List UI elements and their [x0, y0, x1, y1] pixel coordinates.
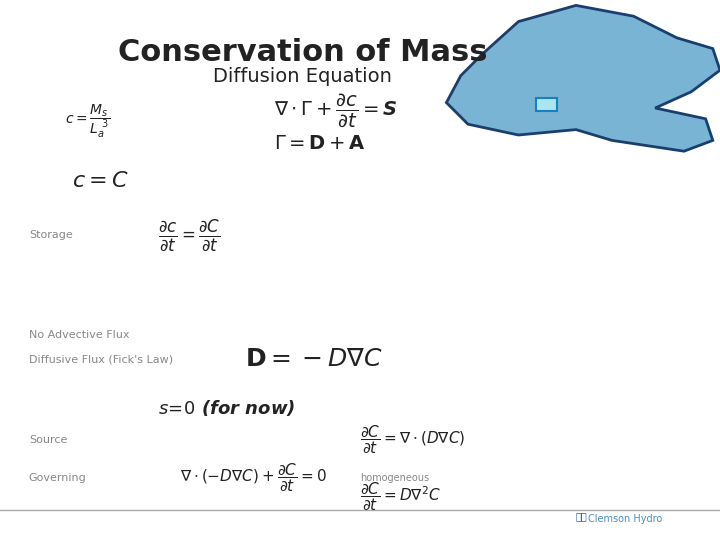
Text: Diffusive Flux (Fick's Law): Diffusive Flux (Fick's Law): [29, 354, 173, 364]
Text: $c = \dfrac{M_s}{L_a^{\ 3}}$: $c = \dfrac{M_s}{L_a^{\ 3}}$: [65, 103, 110, 140]
Text: Diffusion Equation: Diffusion Equation: [213, 68, 392, 86]
Text: $\Gamma = \mathbf{D} + \mathbf{A}$: $\Gamma = \mathbf{D} + \mathbf{A}$: [274, 133, 366, 153]
Text: Source: Source: [29, 435, 67, 445]
Text: $\nabla \cdot (-D\nabla C) + \dfrac{\partial C}{\partial t} = 0$: $\nabla \cdot (-D\nabla C) + \dfrac{\par…: [180, 462, 327, 494]
Text: $\dfrac{\partial C}{\partial t} = D\nabla^2 C$: $\dfrac{\partial C}{\partial t} = D\nabl…: [360, 481, 441, 513]
Text: homogeneous: homogeneous: [360, 473, 429, 483]
Text: Storage: Storage: [29, 230, 73, 240]
Text: $s\!=\!0$ (for now): $s\!=\!0$ (for now): [158, 397, 296, 418]
Text: $\mathbf{D} = -D\nabla C$: $\mathbf{D} = -D\nabla C$: [245, 347, 382, 371]
Text: $\dfrac{\partial c}{\partial t} = \dfrac{\partial C}{\partial t}$: $\dfrac{\partial c}{\partial t} = \dfrac…: [158, 217, 221, 253]
Text: $\nabla \cdot \Gamma + \dfrac{\partial c}{\partial t} = \boldsymbol{S}$: $\nabla \cdot \Gamma + \dfrac{\partial c…: [274, 92, 397, 130]
Polygon shape: [446, 5, 720, 151]
Text: Clemson Hydro: Clemson Hydro: [588, 514, 662, 524]
Text: $c = C$: $c = C$: [72, 171, 129, 191]
Text: Conservation of Mass: Conservation of Mass: [117, 38, 487, 67]
Text: No Advective Flux: No Advective Flux: [29, 330, 130, 340]
Text: 〜〜: 〜〜: [576, 511, 588, 521]
Text: $\dfrac{\partial C}{\partial t} = \nabla \cdot (D\nabla C)$: $\dfrac{\partial C}{\partial t} = \nabla…: [360, 424, 465, 456]
FancyBboxPatch shape: [536, 98, 557, 111]
Text: Governing: Governing: [29, 473, 86, 483]
